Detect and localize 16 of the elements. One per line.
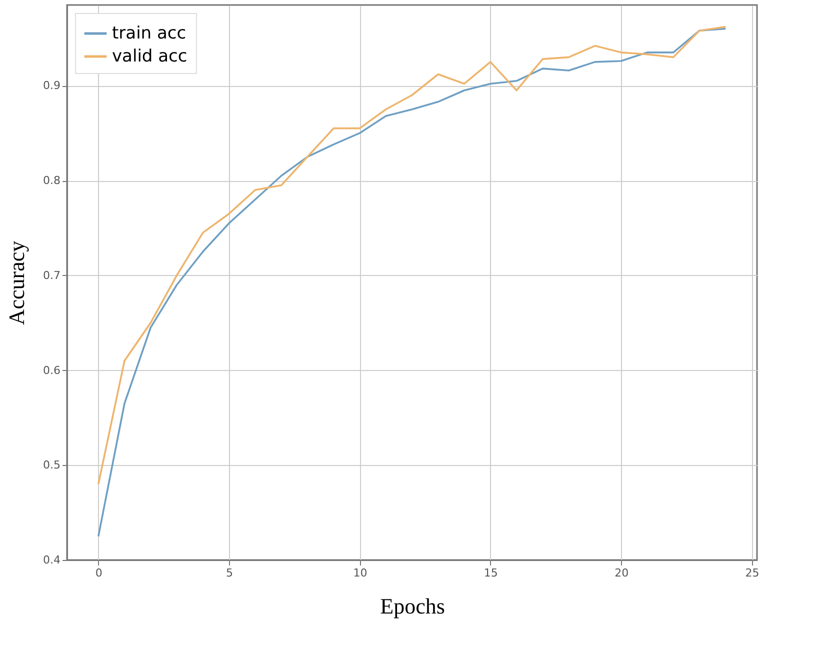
x-tick-label: 25 bbox=[745, 566, 760, 580]
x-tick-label: 5 bbox=[226, 566, 234, 580]
x-tick-label: 15 bbox=[484, 566, 498, 580]
x-tick-label: 10 bbox=[353, 566, 368, 580]
x-tick-label: 20 bbox=[614, 566, 629, 580]
x-axis-title: Epochs bbox=[380, 594, 445, 618]
y-tick-label: 0.9 bbox=[43, 79, 60, 92]
legend-label: train acc bbox=[112, 24, 186, 44]
legend-label: valid acc bbox=[112, 46, 188, 66]
y-tick-label: 0.4 bbox=[43, 554, 60, 566]
y-axis-title: Accuracy bbox=[4, 240, 30, 326]
y-tick-label: 0.6 bbox=[43, 364, 60, 377]
x-tick-label: 0 bbox=[95, 566, 102, 580]
y-tick-label: 0.8 bbox=[43, 174, 60, 188]
y-tick-label: 0.7 bbox=[43, 268, 60, 282]
y-tick-label: 0.5 bbox=[43, 458, 60, 472]
